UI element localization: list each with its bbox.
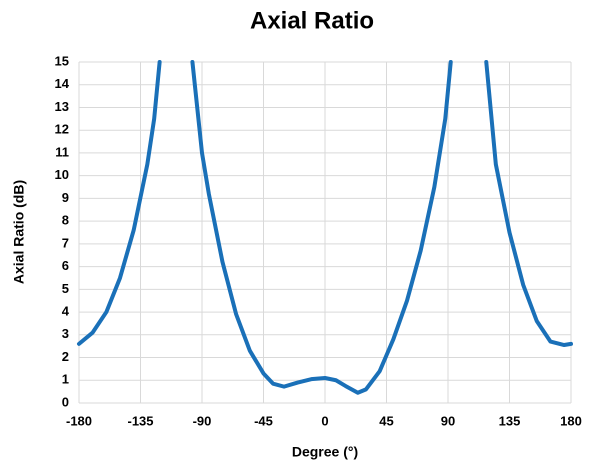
x-tick-label: 45	[379, 413, 393, 428]
x-axis-label: Degree (°)	[292, 444, 358, 460]
x-tick-label: -180	[66, 413, 92, 428]
y-axis-label: Axial Ratio (dB)	[11, 180, 27, 284]
chart-title: Axial Ratio	[250, 7, 374, 34]
y-tick-label: 2	[62, 349, 69, 364]
y-tick-label: 15	[55, 53, 69, 68]
y-tick-label: 9	[62, 190, 69, 205]
y-tick-label: 12	[55, 122, 69, 137]
y-tick-label: 13	[55, 99, 69, 114]
y-tick-label: 8	[62, 213, 69, 228]
x-tick-label: -90	[193, 413, 212, 428]
y-tick-label: 4	[62, 304, 70, 319]
y-tick-label: 11	[55, 144, 69, 159]
x-tick-label: -135	[127, 413, 153, 428]
x-tick-label: 180	[560, 413, 582, 428]
y-tick-label: 3	[62, 326, 69, 341]
x-tick-label: 90	[441, 413, 455, 428]
y-tick-label: 0	[62, 394, 69, 409]
data-line	[77, 60, 573, 395]
y-tick-label: 7	[62, 235, 69, 250]
x-tick-label: 0	[321, 413, 328, 428]
x-tick-label: -45	[254, 413, 273, 428]
y-tick-label: 1	[62, 372, 69, 387]
y-tick-label: 5	[62, 281, 69, 296]
x-tick-label: 135	[499, 413, 521, 428]
y-tick-label: 14	[55, 76, 70, 91]
y-tick-label: 6	[62, 258, 69, 273]
y-tick-label: 10	[55, 167, 69, 182]
